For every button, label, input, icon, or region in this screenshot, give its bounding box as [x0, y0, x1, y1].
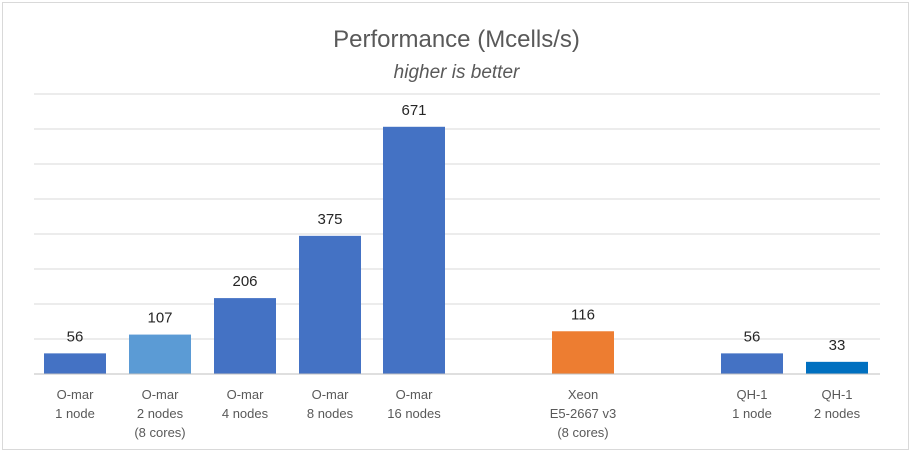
- gridlines: [34, 93, 880, 340]
- chart-subtitle: higher is better: [393, 62, 520, 83]
- data-label: 56: [744, 328, 761, 345]
- data-label: 375: [317, 211, 342, 228]
- bar: [552, 331, 614, 374]
- category-labels: O-mar 1 node O-mar 2 nodes (8 cores) O-mar 4 n…: [55, 387, 861, 440]
- category-label: Xeon: [568, 387, 598, 402]
- bar: [806, 361, 868, 374]
- category-label: 1 node: [55, 406, 95, 421]
- data-label: 107: [147, 310, 172, 327]
- category-label: 2 nodes: [814, 406, 861, 421]
- category-label: O-mar: [142, 387, 180, 402]
- category-label: QH-1: [736, 387, 767, 402]
- category-label: 16 nodes: [387, 406, 441, 421]
- data-label: 116: [571, 306, 595, 323]
- bar: [721, 353, 783, 374]
- data-label: 206: [232, 273, 257, 290]
- data-label: 671: [401, 102, 426, 119]
- data-label: 33: [829, 337, 846, 354]
- category-label: O-mar: [312, 387, 350, 402]
- bar: [214, 298, 276, 374]
- category-label: (8 cores): [557, 425, 608, 440]
- bar: [383, 126, 445, 374]
- bars: [44, 126, 868, 374]
- category-label: 8 nodes: [307, 406, 354, 421]
- bar: [129, 334, 191, 374]
- category-label: O-mar: [227, 387, 265, 402]
- category-label: E5-2667 v3: [550, 406, 617, 421]
- category-label: 4 nodes: [222, 406, 269, 421]
- chart-title: Performance (Mcells/s): [333, 26, 580, 53]
- category-label: O-mar: [396, 387, 434, 402]
- data-label: 56: [67, 328, 84, 345]
- bar: [44, 353, 106, 374]
- data-labels: 56 107 206 375 671 116 56 33: [67, 102, 846, 354]
- category-label: 2 nodes: [137, 406, 184, 421]
- category-label: 1 node: [732, 406, 772, 421]
- category-label: QH-1: [821, 387, 852, 402]
- category-label: (8 cores): [134, 425, 185, 440]
- category-label: O-mar: [57, 387, 95, 402]
- bar: [299, 235, 361, 374]
